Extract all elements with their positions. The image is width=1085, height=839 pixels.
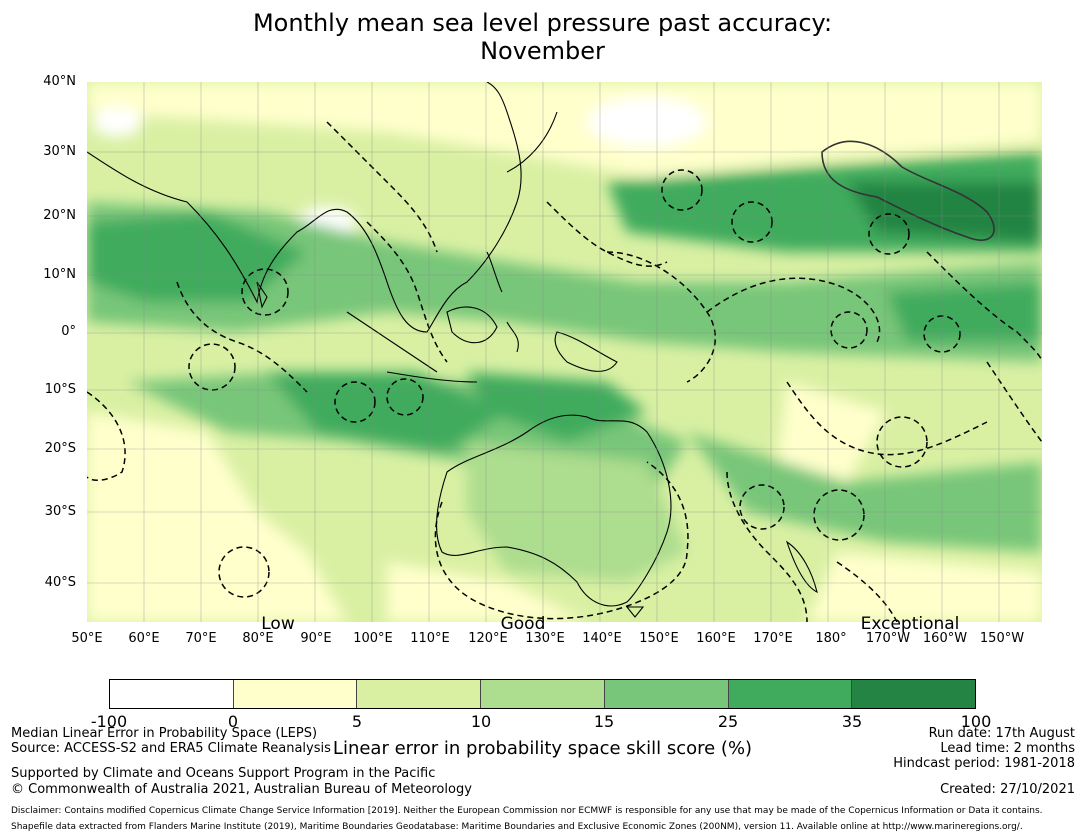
graticule — [87, 82, 1042, 622]
colorbar-tick: 35 — [841, 712, 863, 731]
lat-label-30n: 30°N — [43, 144, 76, 159]
colorbar-tick: 0 — [227, 712, 239, 731]
footer-support: Supported by Climate and Oceans Support … — [11, 766, 436, 781]
footer-lead-time: Lead time: 2 months — [940, 741, 1075, 756]
colorbar-segment — [110, 680, 234, 708]
lat-label-30s: 30°S — [44, 504, 76, 519]
lat-label-10s: 10°S — [44, 382, 76, 397]
skill-score-field — [87, 82, 1042, 622]
lon-label-160w: 160°W — [922, 631, 968, 646]
lon-label-100e: 100°E — [353, 631, 393, 646]
footer-method: Median Linear Error in Probability Space… — [11, 726, 318, 741]
lon-label-70e: 70°E — [185, 631, 217, 646]
philippines-outline — [486, 251, 503, 293]
skill-score-map — [87, 82, 1042, 622]
hawaii-eez-outline — [821, 140, 995, 241]
category-label-exceptional: Exceptional — [860, 614, 960, 634]
colorbar-segment — [852, 680, 976, 708]
new-guinea-outline — [554, 331, 618, 372]
colorbar-tick: 5 — [351, 712, 363, 731]
new-zealand-outline — [785, 540, 818, 594]
colorbar-label: Linear error in probability space skill … — [332, 738, 753, 759]
lat-label-10n: 10°N — [43, 267, 76, 282]
footer-hindcast: Hindcast period: 1981-2018 — [893, 756, 1075, 771]
lat-label-40n: 40°N — [43, 74, 76, 89]
colorbar-tick: 15 — [593, 712, 615, 731]
lon-label-160e: 160°E — [696, 631, 736, 646]
colorbar-tick: 25 — [717, 712, 739, 731]
lon-label-50e: 50°E — [71, 631, 103, 646]
japan-outline — [506, 111, 558, 173]
lon-label-90e: 90°E — [300, 631, 332, 646]
footer-shapefile: Shapefile data extracted from Flanders M… — [11, 822, 1023, 832]
footer-run-date: Run date: 17th August — [928, 726, 1075, 741]
colorbar-segment — [357, 680, 482, 708]
lon-label-150w: 150°W — [979, 631, 1025, 646]
colorbar-tick: -100 — [90, 712, 128, 731]
eez-boundaries — [87, 121, 1042, 622]
sumatra-outline — [346, 311, 438, 373]
footer-created: Created: 27/10/2021 — [940, 782, 1075, 797]
lon-label-120e: 120°E — [468, 631, 508, 646]
lat-label-0: 0° — [61, 324, 76, 339]
footer-disclaimer: Disclaimer: Contains modified Copernicus… — [11, 806, 1043, 816]
lon-label-130e: 130°E — [525, 631, 565, 646]
category-label-good: Good — [500, 614, 546, 634]
colorbar-segment — [233, 680, 358, 708]
lon-label-140e: 140°E — [582, 631, 622, 646]
borneo-outline — [446, 306, 498, 344]
australia-outline — [436, 414, 672, 607]
asia-coastline — [87, 82, 522, 333]
footer-source: Source: ACCESS-S2 and ERA5 Climate Reana… — [11, 741, 331, 756]
tasmania-outline — [625, 606, 645, 618]
lon-label-60e: 60°E — [128, 631, 160, 646]
footer-copyright: © Commonwealth of Australia 2021, Austra… — [11, 782, 472, 797]
map-title-line2: November — [480, 37, 605, 65]
colorbar-segment — [481, 680, 605, 708]
colorbar-segment — [728, 680, 853, 708]
map-canvas — [87, 82, 1042, 622]
coastlines — [87, 82, 818, 618]
colorbar-tick: 100 — [960, 712, 992, 731]
colorbar-tick: 10 — [470, 712, 492, 731]
lon-label-180: 180° — [815, 631, 847, 646]
sulawesi-outline — [506, 321, 519, 353]
java-outline — [386, 371, 478, 383]
category-label-low: Low — [261, 614, 295, 634]
lat-label-20n: 20°N — [43, 208, 76, 223]
lat-label-20s: 20°S — [44, 441, 76, 456]
sri-lanka-outline — [256, 281, 268, 309]
colorbar — [109, 679, 976, 709]
lat-label-40s: 40°S — [44, 575, 76, 590]
lon-label-110e: 110°E — [410, 631, 450, 646]
colorbar-segment — [604, 680, 729, 708]
lon-label-170w: 170°W — [865, 631, 911, 646]
lon-label-170e: 170°E — [753, 631, 793, 646]
map-title-line1: Monthly mean sea level pressure past acc… — [252, 9, 833, 37]
lon-label-80e: 80°E — [242, 631, 274, 646]
lon-label-150e: 150°E — [639, 631, 679, 646]
